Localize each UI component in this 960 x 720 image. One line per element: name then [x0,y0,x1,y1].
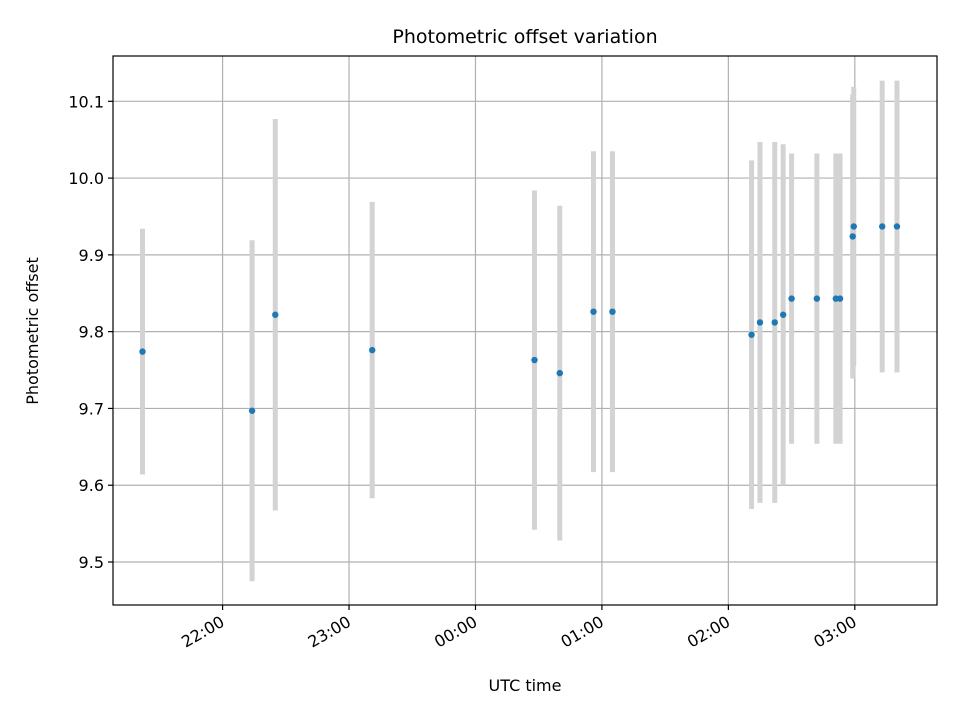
data-point-5 [556,369,563,377]
x-tick-label-2: 00:00 [431,612,480,652]
y-tick-label-4: 9.9 [79,246,104,265]
y-tick-label-6: 10.1 [68,92,104,111]
x-tick-label-4: 02:00 [684,612,733,652]
data-point-19 [893,223,901,230]
grid-lines [113,56,937,605]
data-point-2 [272,311,279,318]
y-tick-label-0: 9.5 [79,553,104,572]
y-tick-label-2: 9.7 [79,399,104,418]
data-point-0 [139,348,146,355]
data-point-9 [756,319,764,326]
y-tick-label-1: 9.6 [79,476,104,495]
data-point-18 [879,223,886,230]
data-point-8 [748,331,755,338]
y-tick-label-3: 9.8 [79,323,104,342]
x-axis-title: UTC time [489,676,562,695]
x-tick-label-5: 03:00 [810,612,859,652]
x-tick-label-0: 22:00 [178,612,227,652]
data-point-1 [248,407,256,414]
data-point-7 [609,308,616,315]
data-point-16 [849,233,856,240]
x-axis-ticks: 22:00 23:00 00:00 01:00 02:00 03:00 [178,605,860,652]
data-point-12 [788,295,795,302]
x-tick-label-1: 23:00 [305,612,354,652]
x-tick-label-3: 01:00 [557,612,606,652]
data-point-4 [531,356,538,364]
data-point-17 [850,223,857,230]
plot-area-frame [112,55,938,606]
y-axis-title: Photometric offset [23,257,42,405]
y-axis-ticks: 9.5 9.6 9.7 9.8 9.9 10.0 10.1 [68,92,113,572]
data-point-11 [779,311,787,318]
error-bars [140,80,900,582]
data-point-3 [369,346,376,354]
chart-title: Photometric offset variation [392,26,657,48]
data-point-15 [836,295,844,302]
data-point-13 [813,295,821,302]
data-point-6 [590,308,597,315]
y-tick-label-5: 10.0 [68,169,104,188]
data-point-10 [771,319,778,326]
data-points [139,223,901,414]
